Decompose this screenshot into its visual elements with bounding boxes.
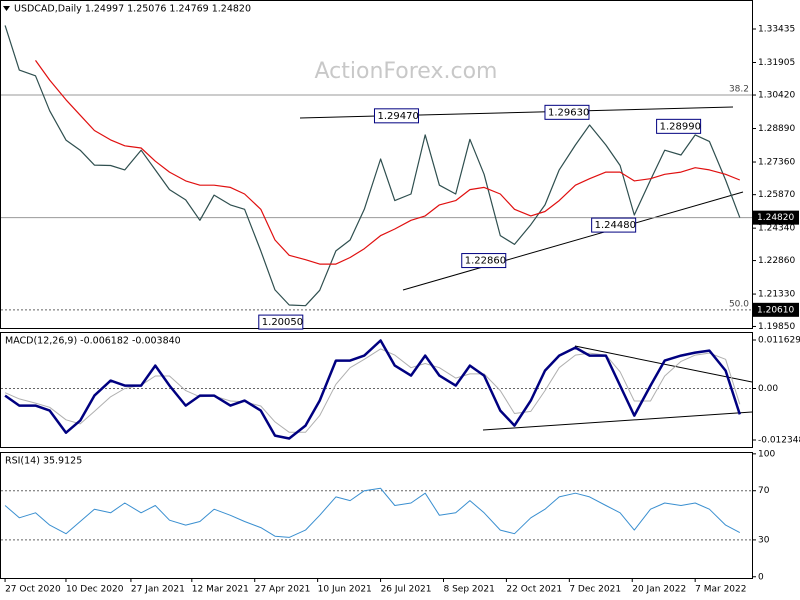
x-tick-label: 27 Jan 2021	[131, 585, 185, 595]
panel-title: RSI(14) 35.9125	[5, 456, 82, 467]
y-tick-label: 0.00	[758, 384, 778, 394]
y-tick-label: 70	[758, 486, 770, 496]
x-tick-label: 7 Mar 2022	[695, 585, 746, 595]
panel-title: MACD(12,26,9) -0.006182 -0.003840	[5, 336, 181, 347]
x-tick-label: 10 Dec 2020	[66, 585, 124, 595]
series-line	[4, 25, 741, 307]
x-tick-label: 22 Oct 2021	[506, 585, 562, 595]
trendline	[402, 191, 744, 291]
annotation-box	[258, 314, 304, 330]
x-tick-label: 26 Jul 2021	[381, 585, 432, 595]
watermark: ActionForex.com	[315, 59, 498, 84]
panel-border	[0, 452, 753, 579]
y-tick-label: 1.22860	[758, 256, 795, 266]
annotation: 1.20050	[258, 314, 304, 330]
y-tick-label: 0.011629	[758, 336, 800, 346]
annotation-label: 1.20050	[262, 317, 303, 328]
annotation: 1.28990	[656, 118, 702, 134]
series-line	[4, 339, 741, 440]
x-tick-label: 12 Mar 2021	[192, 585, 249, 595]
y-tick-label: 30	[758, 535, 770, 545]
annotation-box	[544, 104, 590, 120]
trendline	[299, 106, 734, 119]
x-tick-label: 7 Dec 2021	[569, 585, 621, 595]
level-label: 38.2	[729, 85, 749, 95]
price-box	[753, 302, 799, 317]
panel-border	[0, 332, 753, 448]
series-line	[4, 348, 741, 433]
x-tick-label: 27 Oct 2020	[5, 585, 61, 595]
price-box-label: 1.24820	[757, 213, 794, 223]
annotation-label: 1.24480	[595, 220, 636, 231]
y-tick-label: 1.25870	[758, 190, 795, 200]
x-tick-label: 20 Jan 2022	[632, 585, 686, 595]
y-tick-label: 1.33435	[758, 25, 795, 35]
annotation: 1.22860	[461, 253, 507, 269]
price-box-label: 1.20610	[757, 305, 794, 315]
y-tick-label: 1.31905	[758, 58, 795, 68]
x-tick-label: 10 Jun 2021	[318, 585, 372, 595]
annotation-label: 1.28990	[660, 121, 701, 132]
annotation-label: 1.29630	[548, 107, 589, 118]
y-tick-label: 100	[758, 449, 775, 459]
panel-border	[0, 0, 753, 329]
annotation: 1.29470	[373, 108, 419, 124]
y-tick-label: 1.30420	[758, 91, 795, 101]
annotation-box	[656, 118, 702, 134]
annotation-box	[461, 253, 507, 269]
y-tick-label: 1.21330	[758, 290, 795, 300]
menu-arrow[interactable]	[3, 6, 10, 11]
annotation-box	[591, 217, 637, 233]
annotation-label: 1.22860	[465, 256, 506, 267]
y-tick-label: 1.19850	[758, 322, 795, 332]
panel-title: USDCAD,Daily 1.24997 1.25076 1.24769 1.2…	[14, 4, 251, 15]
level-label: 50.0	[729, 299, 749, 309]
x-tick-label: 27 Apr 2021	[255, 585, 311, 595]
y-tick-label: 1.24340	[758, 224, 795, 234]
series-line	[4, 487, 741, 538]
series-line	[35, 60, 741, 265]
y-tick-label: 1.28890	[758, 124, 795, 134]
trendline	[482, 411, 753, 431]
y-tick-label: 1.27360	[758, 158, 795, 168]
y-tick-label: 0	[758, 572, 764, 582]
price-box	[753, 210, 799, 225]
annotation-box	[373, 108, 419, 124]
annotation: 1.24480	[591, 217, 637, 233]
y-tick-label: -0.012348	[758, 435, 800, 445]
annotation-label: 1.29470	[377, 111, 418, 122]
x-tick-label: 8 Sep 2021	[443, 585, 494, 595]
annotation: 1.29630	[544, 104, 590, 120]
